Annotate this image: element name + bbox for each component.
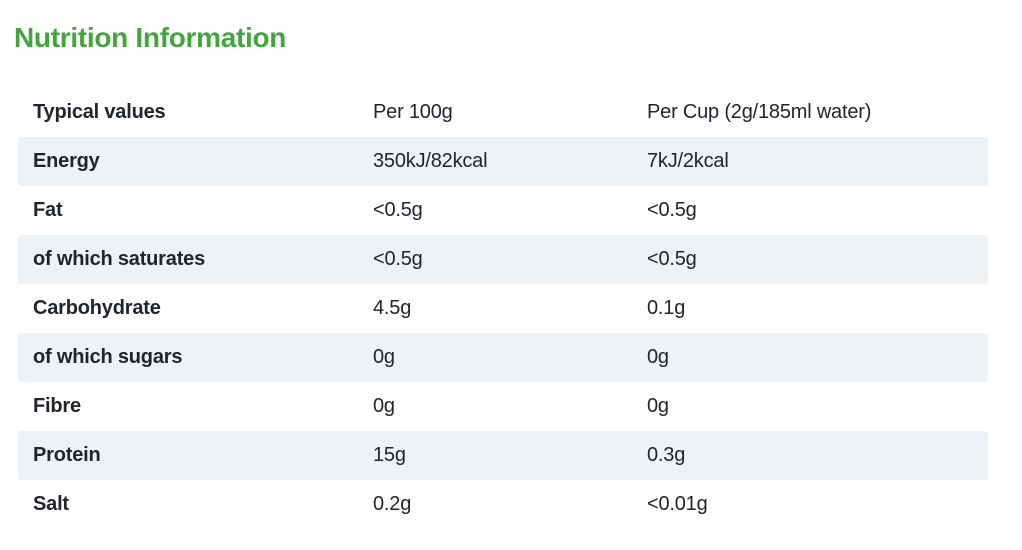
table-row: of which sugars 0g 0g <box>18 333 988 382</box>
per-100g-value: 15g <box>373 444 406 466</box>
table-row: Protein 15g 0.3g <box>18 431 988 480</box>
per-cup-value: <0.01g <box>647 493 708 515</box>
per-100g-value: <0.5g <box>373 248 423 270</box>
row-label: Protein <box>33 444 101 466</box>
per-100g-value: 0.2g <box>373 493 412 515</box>
table-row: Carbohydrate 4.5g 0.1g <box>18 284 988 333</box>
header-typical-values: Typical values <box>33 101 166 123</box>
table-header-row: Typical values Per 100g Per Cup (2g/185m… <box>18 88 988 137</box>
row-label: Fat <box>33 199 63 221</box>
header-per-100g: Per 100g <box>373 101 453 123</box>
header-per-cup: Per Cup (2g/185ml water) <box>647 101 872 123</box>
row-label: Fibre <box>33 395 81 417</box>
per-100g-value: 0g <box>373 346 395 368</box>
per-100g-value: 0g <box>373 395 395 417</box>
row-label: Salt <box>33 493 69 515</box>
table-row: Fibre 0g 0g <box>18 382 988 431</box>
per-cup-value: <0.5g <box>647 199 697 221</box>
table-row: Salt 0.2g <0.01g <box>18 480 988 529</box>
per-100g-value: 350kJ/82kcal <box>373 150 488 172</box>
nutrition-table: Typical values Per 100g Per Cup (2g/185m… <box>18 88 988 529</box>
per-cup-value: 7kJ/2kcal <box>647 150 729 172</box>
per-cup-value: 0g <box>647 395 669 417</box>
per-cup-value: 0.3g <box>647 444 686 466</box>
page-title: Nutrition Information <box>14 22 287 53</box>
table-row: Fat <0.5g <0.5g <box>18 186 988 235</box>
row-label: of which sugars <box>33 346 183 368</box>
per-cup-value: 0g <box>647 346 669 368</box>
row-label: of which saturates <box>33 248 205 270</box>
row-label: Carbohydrate <box>33 297 161 319</box>
table-row: Energy 350kJ/82kcal 7kJ/2kcal <box>18 137 988 186</box>
per-cup-value: <0.5g <box>647 248 697 270</box>
per-100g-value: 4.5g <box>373 297 412 319</box>
per-cup-value: 0.1g <box>647 297 686 319</box>
per-100g-value: <0.5g <box>373 199 423 221</box>
row-label: Energy <box>33 150 100 172</box>
table-row: of which saturates <0.5g <0.5g <box>18 235 988 284</box>
